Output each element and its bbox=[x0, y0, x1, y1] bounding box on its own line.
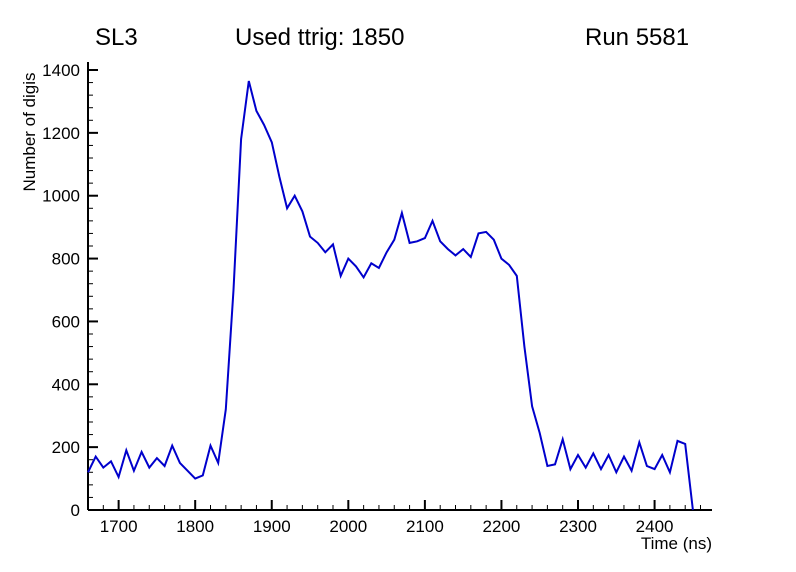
y-tick-label: 1000 bbox=[42, 187, 80, 206]
data-line bbox=[87, 80, 694, 511]
y-tick-label: 400 bbox=[52, 375, 80, 394]
y-tick-label: 600 bbox=[52, 312, 80, 331]
y-axis-title: Number of digis bbox=[20, 72, 39, 192]
x-tick-label: 1800 bbox=[176, 517, 214, 536]
superlayer-title: SL3 bbox=[95, 24, 138, 51]
tick-marks bbox=[87, 69, 702, 511]
x-tick-label: 2200 bbox=[483, 517, 521, 536]
run-title: Run 5581 bbox=[585, 24, 690, 51]
x-tick-label: 2100 bbox=[406, 517, 444, 536]
x-tick-label: 2300 bbox=[559, 517, 597, 536]
tick-labels: 1700 1800 1900 2000 2100 2200 2300 2400 0 200 400 6… bbox=[42, 61, 673, 536]
x-axis-title: Time (ns) bbox=[640, 534, 712, 553]
y-tick-label: 800 bbox=[52, 250, 80, 269]
y-tick-label: 200 bbox=[52, 438, 80, 457]
y-tick-label: 0 bbox=[71, 501, 80, 520]
x-tick-label: 1900 bbox=[253, 517, 291, 536]
axes bbox=[87, 62, 712, 511]
data-series bbox=[87, 80, 694, 511]
x-tick-label: 2000 bbox=[329, 517, 367, 536]
y-tick-label: 1200 bbox=[42, 124, 80, 143]
x-tick-label: 2400 bbox=[636, 517, 674, 536]
ttrig-title: Used ttrig: 1850 bbox=[235, 24, 405, 51]
y-tick-label: 1400 bbox=[42, 61, 80, 80]
x-tick-label: 1700 bbox=[100, 517, 138, 536]
